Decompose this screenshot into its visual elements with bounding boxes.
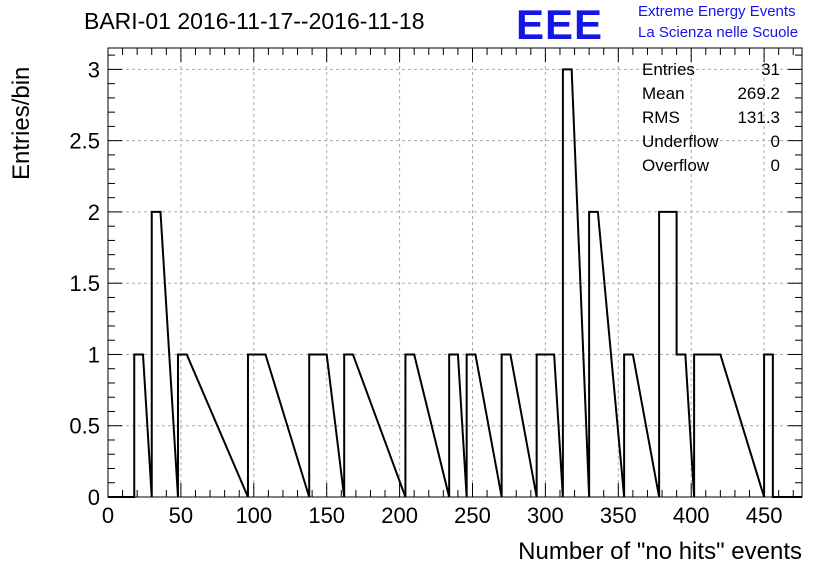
y-tick-label: 1.5 [69, 271, 100, 296]
y-tick-label: 2 [88, 200, 100, 225]
x-tick-label: 250 [454, 503, 491, 528]
x-tick-label: 450 [746, 503, 783, 528]
histogram-outline [108, 68, 802, 498]
stat-label: Entries [642, 60, 695, 79]
x-tick-label: 350 [600, 503, 637, 528]
stat-row-rms: RMS 131.3 [642, 108, 780, 132]
y-tick-label: 1 [88, 342, 100, 367]
x-tick-label: 0 [102, 503, 114, 528]
stats-box: Entries 31 Mean 269.2 RMS 131.3 Underflo… [642, 60, 780, 180]
chart-title: BARI-01 2016-11-17--2016-11-18 [84, 8, 425, 34]
stat-value: 0 [770, 156, 780, 175]
stat-row-overflow: Overflow 0 [642, 156, 780, 180]
stat-row-mean: Mean 269.2 [642, 84, 780, 108]
x-axis-label: Number of "no hits" events [518, 538, 802, 565]
stat-label: Mean [642, 84, 685, 103]
stat-value: 31 [761, 60, 780, 79]
stat-label: Overflow [642, 156, 710, 175]
stat-row-entries: Entries 31 [642, 60, 780, 84]
plot-frame [107, 47, 803, 498]
y-tick-label: 0.5 [69, 414, 100, 439]
stat-value: 131.3 [737, 108, 780, 127]
x-tick-label: 300 [527, 503, 564, 528]
logo-subtitle-line-2: La Scienza nelle Scuole [638, 24, 799, 41]
eee-logo: EEE [516, 1, 604, 48]
x-tick-label: 150 [308, 503, 345, 528]
y-tick-label: 0 [88, 485, 100, 510]
logo-subtitle-line-1: Extreme Energy Events [638, 3, 796, 20]
y-tick-label: 2.5 [69, 129, 100, 154]
x-tick-label: 50 [169, 503, 193, 528]
x-tick-label: 100 [235, 503, 272, 528]
stat-row-underflow: Underflow 0 [642, 132, 780, 156]
stat-label: Underflow [642, 132, 719, 151]
y-tick-label: 3 [88, 57, 100, 82]
x-tick-label: 400 [673, 503, 710, 528]
stat-value: 269.2 [737, 84, 780, 103]
stat-label: RMS [642, 108, 680, 127]
x-tick-label: 200 [381, 503, 418, 528]
y-axis-label: Entries/bin [8, 66, 35, 180]
stat-value: 0 [770, 132, 780, 151]
